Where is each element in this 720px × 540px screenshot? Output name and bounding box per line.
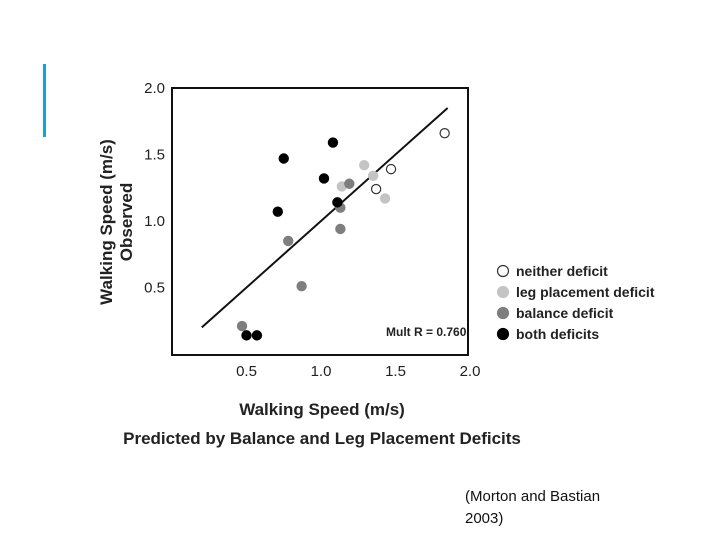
regression-line (201, 107, 449, 329)
y-axis-subtitle: Observed (117, 183, 136, 261)
x-tick-label: 2.0 (460, 363, 481, 380)
point-balance-deficit (335, 223, 346, 235)
legend-label-both-deficits: both deficits (516, 326, 599, 342)
x-tick-label: 1.0 (311, 363, 332, 380)
point-leg-placement-deficit (379, 193, 391, 204)
point-balance-deficit (296, 280, 307, 292)
legend-marker-balance-deficit (496, 306, 510, 320)
point-both-deficits (332, 197, 343, 208)
y-axis-title: Walking Speed (m/s) (97, 139, 116, 305)
legend-marker-leg-placement-deficit (496, 285, 510, 299)
point-neither-deficit (370, 183, 382, 195)
point-both-deficits (241, 330, 252, 341)
title-accent-bar (43, 64, 46, 137)
x-axis-title: Walking Speed (m/s) (239, 400, 405, 419)
point-both-deficits (251, 330, 263, 341)
point-balance-deficit (283, 235, 294, 247)
point-balance-deficit (344, 178, 355, 189)
y-tick-label: 0.5 (144, 280, 165, 297)
legend-marker-neither-deficit (496, 264, 510, 278)
legend-marker-both-deficits (496, 327, 510, 341)
fit-annotation: Mult R = 0.760 (386, 325, 467, 339)
data-points (236, 128, 450, 341)
plot-frame (171, 87, 469, 356)
point-leg-placement-deficit (359, 159, 370, 171)
legend: neither deficit leg placement deficit bala… (496, 263, 655, 342)
x-tick-label: 0.5 (236, 363, 257, 380)
point-leg-placement-deficit (367, 170, 379, 181)
point-both-deficits (327, 137, 339, 148)
y-tick-label: 1.5 (144, 147, 165, 164)
legend-label-neither-deficit: neither deficit (516, 263, 608, 279)
point-both-deficits (272, 206, 283, 217)
point-neither-deficit (385, 163, 397, 175)
citation-text: (Morton and Bastian 2003) (465, 488, 601, 527)
y-tick-label: 1.0 (144, 213, 165, 230)
point-balance-deficit (236, 320, 248, 332)
axis-ticks: 0.5 1.0 1.5 2.0 0.5 1.0 1.5 2.0 (144, 80, 480, 380)
legend-label-leg-placement-deficit: leg placement deficit (516, 284, 655, 300)
point-both-deficits (318, 173, 330, 184)
x-tick-label: 1.5 (385, 363, 406, 380)
point-neither-deficit (439, 128, 450, 139)
y-tick-label: 2.0 (144, 80, 165, 97)
x-axis-subtitle: Predicted by Balance and Leg Placement D… (123, 429, 521, 448)
point-both-deficits (278, 153, 289, 164)
legend-label-balance-deficit: balance deficit (516, 305, 614, 321)
